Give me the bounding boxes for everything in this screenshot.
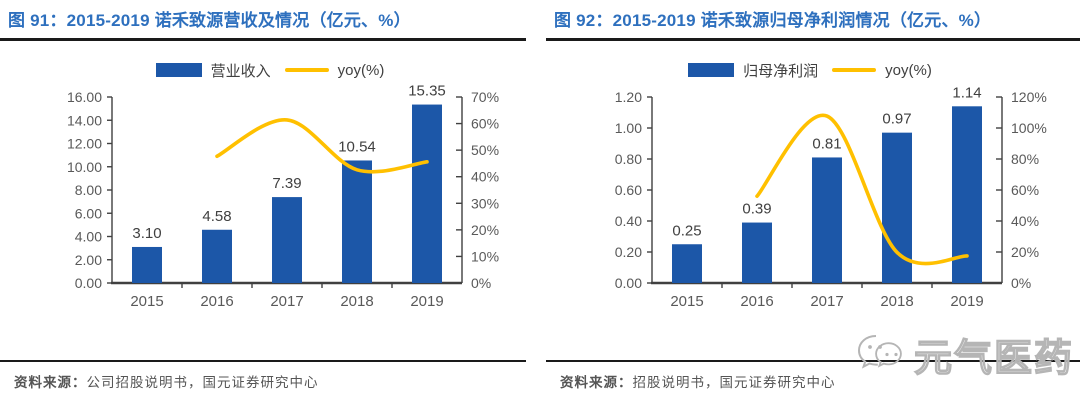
source-text: 公司招股说明书，国元证券研究中心 xyxy=(86,375,319,390)
bar-swatch-icon xyxy=(155,63,202,77)
legend-item-revenue: 营业收入 xyxy=(155,60,271,81)
svg-text:14.00: 14.00 xyxy=(67,112,102,128)
revenue-combo-chart: 0.00 2.00 4.00 6.00 8.00 10.00 12.00 14.00 16.00… xyxy=(67,83,499,310)
svg-text:2017: 2017 xyxy=(810,293,843,310)
svg-text:16.00: 16.00 xyxy=(67,89,102,105)
svg-text:8.00: 8.00 xyxy=(75,182,102,198)
svg-text:15.35: 15.35 xyxy=(408,83,446,100)
svg-text:20%: 20% xyxy=(1011,244,1039,260)
svg-text:10%: 10% xyxy=(471,248,499,264)
figure-91: 图 91：2015-2019 诺禾致源营收及情况（亿元、%） 营业收入 yoy(… xyxy=(0,0,540,404)
svg-text:0.25: 0.25 xyxy=(672,222,701,239)
svg-text:10.54: 10.54 xyxy=(338,138,376,155)
source-label: 资料来源： xyxy=(14,375,87,390)
figure-92-source: 资料来源：招股说明书，国元证券研究中心 xyxy=(546,360,1080,404)
svg-text:0.60: 0.60 xyxy=(615,182,642,198)
svg-text:0%: 0% xyxy=(471,275,491,291)
svg-text:20%: 20% xyxy=(471,222,499,238)
svg-text:0.81: 0.81 xyxy=(812,135,841,152)
svg-text:2015: 2015 xyxy=(670,293,703,310)
svg-text:2.00: 2.00 xyxy=(75,252,102,268)
svg-text:120%: 120% xyxy=(1011,89,1047,105)
figure-91-title: 图 91：2015-2019 诺禾致源营收及情况（亿元、%） xyxy=(0,0,526,41)
svg-text:0.20: 0.20 xyxy=(615,244,642,260)
svg-text:0.80: 0.80 xyxy=(615,151,642,167)
svg-text:40%: 40% xyxy=(1011,213,1039,229)
svg-text:0.39: 0.39 xyxy=(742,201,771,218)
legend-item-yoy: yoy(%) xyxy=(284,61,385,79)
legend-item-net-profit: 归母净利润 xyxy=(688,60,818,81)
svg-text:7.39: 7.39 xyxy=(272,175,301,192)
figure-91-source: 资料来源：公司招股说明书，国元证券研究中心 xyxy=(0,360,526,404)
svg-text:0.00: 0.00 xyxy=(615,275,642,291)
line-swatch-icon xyxy=(284,68,329,72)
figure-92-legend: 归母净利润 yoy(%) xyxy=(540,59,1080,81)
svg-text:30%: 30% xyxy=(471,195,499,211)
legend-label: yoy(%) xyxy=(337,61,385,79)
svg-text:2018: 2018 xyxy=(880,293,913,310)
svg-text:2016: 2016 xyxy=(740,293,773,310)
svg-text:12.00: 12.00 xyxy=(67,136,102,152)
svg-text:4.00: 4.00 xyxy=(75,229,102,245)
svg-text:60%: 60% xyxy=(471,116,499,132)
figure-92: 图 92：2015-2019 诺禾致源归母净利润情况（亿元、%） 归母净利润 y… xyxy=(540,0,1080,404)
svg-text:40%: 40% xyxy=(471,169,499,185)
line-swatch-icon xyxy=(832,68,877,72)
legend-label: 归母净利润 xyxy=(743,62,819,80)
svg-text:70%: 70% xyxy=(471,89,499,105)
figure-92-title: 图 92：2015-2019 诺禾致源归母净利润情况（亿元、%） xyxy=(546,0,1080,41)
legend-label: yoy(%) xyxy=(885,61,932,79)
svg-text:1.20: 1.20 xyxy=(615,89,642,105)
svg-text:0%: 0% xyxy=(1011,275,1031,291)
svg-text:2019: 2019 xyxy=(410,293,443,310)
svg-text:2015: 2015 xyxy=(130,293,163,310)
svg-text:60%: 60% xyxy=(1011,182,1039,198)
svg-text:2017: 2017 xyxy=(270,293,303,310)
svg-text:1.00: 1.00 xyxy=(615,120,642,136)
svg-text:3.10: 3.10 xyxy=(132,225,161,242)
svg-text:10.00: 10.00 xyxy=(67,159,102,175)
svg-text:4.58: 4.58 xyxy=(202,208,231,225)
svg-text:2018: 2018 xyxy=(340,293,373,310)
source-text: 招股说明书，国元证券研究中心 xyxy=(632,375,836,390)
svg-text:50%: 50% xyxy=(471,142,499,158)
legend-item-yoy: yoy(%) xyxy=(832,62,932,79)
bar-swatch-icon xyxy=(688,63,735,77)
net-profit-combo-chart: 0.00 0.20 0.40 0.60 0.80 1.00 1.20 0% 20% 40% 60% 8… xyxy=(615,84,1047,310)
figure-91-legend: 营业收入 yoy(%) xyxy=(0,59,540,81)
svg-text:0.40: 0.40 xyxy=(615,213,642,229)
svg-text:100%: 100% xyxy=(1011,120,1047,136)
svg-text:2019: 2019 xyxy=(950,293,983,310)
svg-text:6.00: 6.00 xyxy=(75,205,102,221)
svg-text:2016: 2016 xyxy=(200,293,233,310)
svg-text:1.14: 1.14 xyxy=(952,84,981,101)
legend-label: 营业收入 xyxy=(210,62,271,80)
source-label: 资料来源： xyxy=(560,375,633,390)
svg-text:0.00: 0.00 xyxy=(75,275,102,291)
svg-text:0.97: 0.97 xyxy=(882,111,911,128)
svg-text:80%: 80% xyxy=(1011,151,1039,167)
